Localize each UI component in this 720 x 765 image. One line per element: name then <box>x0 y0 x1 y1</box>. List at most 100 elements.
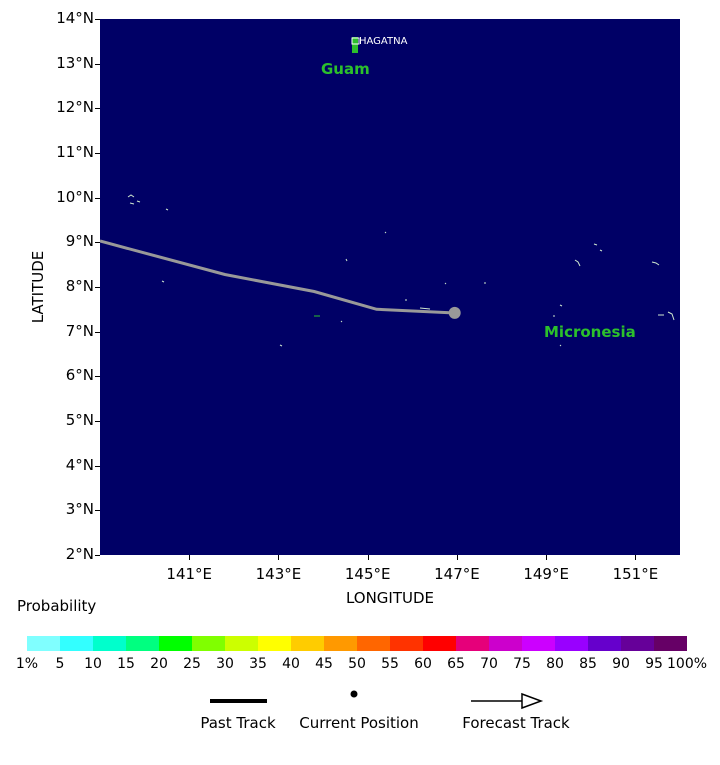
guam-island <box>352 37 358 53</box>
colorbar-swatch <box>291 636 324 651</box>
colorbar-tick-label: 100% <box>667 656 708 672</box>
lat-tick <box>95 510 100 512</box>
map-area <box>100 19 680 555</box>
colorbar-tick-label: 55 <box>381 656 399 672</box>
colorbar-tick-label: 95 <box>645 656 663 672</box>
colorbar-swatch <box>489 636 522 651</box>
lat-tick-label: 11°N <box>56 143 94 161</box>
lat-tick <box>95 197 100 199</box>
colorbar-tick-label: 50 <box>348 656 366 672</box>
colorbar-swatch <box>258 636 291 651</box>
lat-tick <box>95 287 100 288</box>
colorbar-swatch <box>93 636 126 651</box>
lat-tick-label: 5°N <box>65 411 94 429</box>
colorbar-swatch <box>456 636 489 651</box>
colorbar-tick-label: 5 <box>55 656 65 672</box>
lat-tick <box>95 242 100 244</box>
lat-tick-label: 14°N <box>56 9 94 27</box>
lat-tick-label: 6°N <box>65 366 94 385</box>
colorbar-swatch <box>522 636 555 651</box>
colorbar-tick-label: 1% <box>15 656 39 672</box>
colorbar-swatch <box>621 636 654 651</box>
current-position-symbol <box>350 690 358 698</box>
past-track-line <box>100 239 453 315</box>
lon-tick <box>278 555 280 560</box>
islets <box>127 194 675 347</box>
lat-tick-label: 10°N <box>56 187 94 206</box>
lat-tick <box>95 331 100 333</box>
colorbar-swatch <box>588 636 621 651</box>
lat-tick-label: 4°N <box>65 455 94 474</box>
colorbar-swatch <box>60 636 93 651</box>
lat-tick <box>95 421 100 422</box>
colorbar-tick-label: 65 <box>447 656 465 672</box>
track-layer <box>100 239 461 319</box>
colorbar-tick-label: 15 <box>117 656 135 672</box>
colorbar-swatch <box>357 636 390 651</box>
colorbar-tick-label: 25 <box>183 656 201 672</box>
lat-tick-label: 3°N <box>65 500 94 519</box>
map-canvas <box>100 37 675 347</box>
current-position-label: Current Position <box>299 714 419 732</box>
hagatna-marker <box>351 37 360 45</box>
colorbar-swatch <box>423 636 456 651</box>
lat-tick-label: 2°N <box>65 545 94 563</box>
place-label-guam: Guam <box>321 60 370 78</box>
forecast-track-label: Forecast Track <box>462 714 570 732</box>
colorbar-tick-label: 45 <box>315 656 333 672</box>
lon-tick <box>635 555 637 560</box>
lat-tick-label: 9°N <box>65 232 94 251</box>
lon-tick-label: 147°E <box>434 565 480 583</box>
colorbar-tick-label: 30 <box>216 656 234 672</box>
lat-tick <box>95 376 100 378</box>
lon-tick-label: 151°E <box>612 565 659 583</box>
lon-tick <box>546 555 548 560</box>
lat-tick <box>95 108 100 110</box>
colorbar-swatch <box>324 636 357 651</box>
colorbar-swatch <box>192 636 225 651</box>
lon-tick-label: 149°E <box>523 565 569 583</box>
legend-title: Probability <box>17 597 97 615</box>
city-label-hagatna: HAGATNA <box>359 36 408 47</box>
track-key <box>210 690 544 710</box>
colorbar-tick-label: 85 <box>579 656 597 672</box>
x-axis-title: LONGITUDE <box>345 589 435 607</box>
y-axis-title: LATITUDE <box>29 250 47 324</box>
probability-colorbar <box>27 636 687 651</box>
colorbar-tick-label: 80 <box>546 656 564 672</box>
colorbar-swatch <box>654 636 687 651</box>
colorbar-tick-label: 40 <box>282 656 300 672</box>
lat-tick <box>95 465 100 467</box>
lon-tick <box>367 555 369 560</box>
colorbar-tick-label: 35 <box>249 656 267 672</box>
past-track-label: Past Track <box>200 714 276 732</box>
colorbar-swatch <box>159 636 192 651</box>
colorbar-tick-label: 75 <box>513 656 531 672</box>
colorbar-tick-label: 60 <box>414 656 432 672</box>
lat-tick-label: 13°N <box>56 53 94 72</box>
current-position-marker <box>448 306 461 319</box>
colorbar-tick-label: 10 <box>84 656 102 672</box>
lon-tick <box>189 555 191 560</box>
lat-tick <box>95 19 100 20</box>
colorbar-swatch <box>126 636 159 651</box>
lon-tick-label: 143°E <box>255 565 302 583</box>
colorbar-tick-label: 20 <box>150 656 168 672</box>
colorbar-swatch <box>390 636 423 651</box>
colorbar-swatch <box>555 636 588 651</box>
lat-tick <box>95 63 100 65</box>
lon-tick-label: 141°E <box>166 565 213 583</box>
colorbar-tick-label: 70 <box>480 656 498 672</box>
place-label-micronesia: Micronesia <box>544 323 636 341</box>
colorbar-swatch <box>225 636 258 651</box>
colorbar-tick-label: 90 <box>612 656 630 672</box>
lat-tick <box>95 555 100 556</box>
colorbar-swatch <box>27 636 60 651</box>
lat-tick-label: 8°N <box>65 277 94 295</box>
lon-tick-label: 145°E <box>344 565 391 583</box>
forecast-track-arrow-icon <box>521 692 544 710</box>
lon-tick <box>456 555 458 560</box>
lat-tick <box>95 153 100 154</box>
lat-tick-label: 12°N <box>56 98 94 117</box>
lat-tick-label: 7°N <box>65 321 94 340</box>
